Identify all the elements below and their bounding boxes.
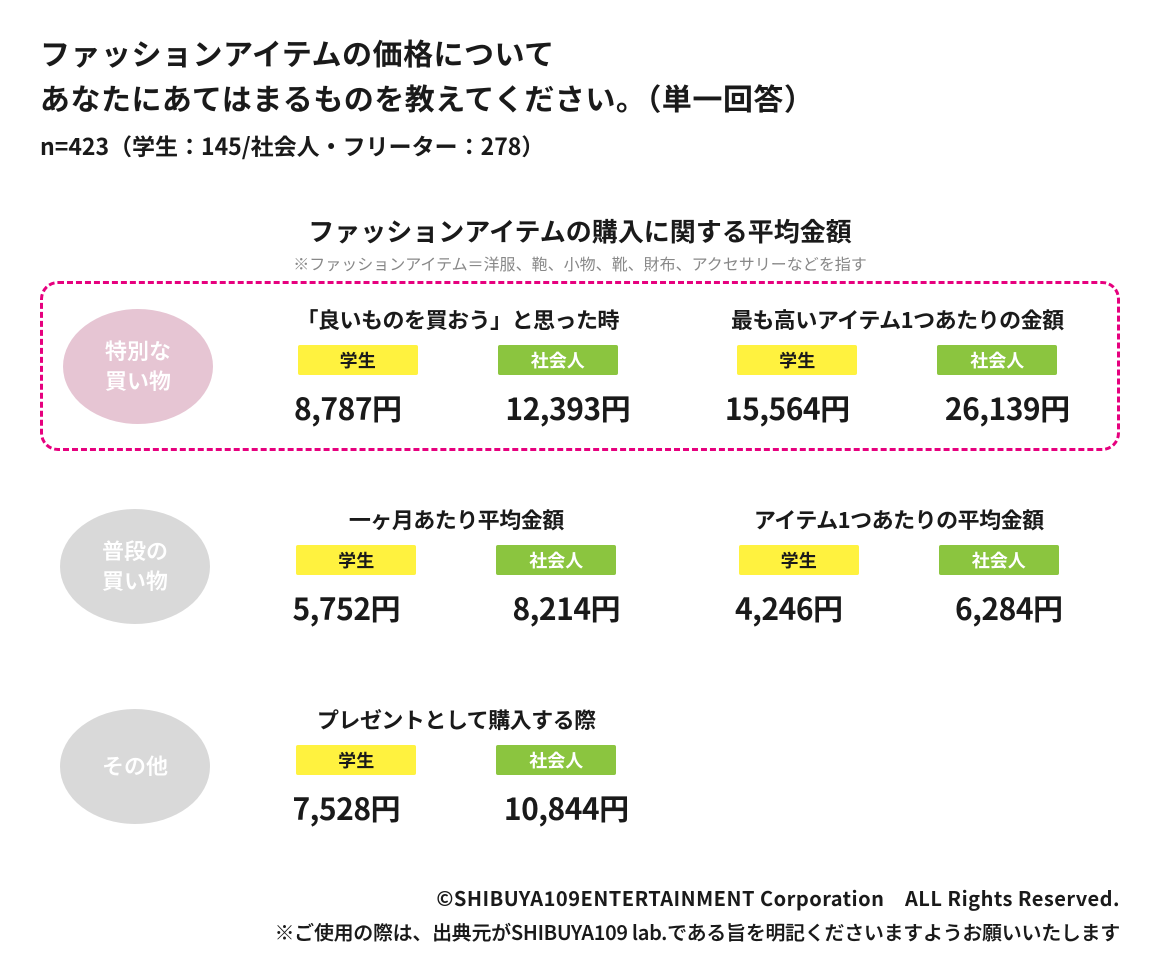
spacer-column [678, 703, 1121, 829]
columns: 「良いものを買おう」と思った時学生社会人8,787円12,393円最も高いアイテ… [238, 303, 1117, 429]
category-label-line: その他 [102, 751, 168, 781]
row-normal: 普段の買い物一ヶ月あたり平均金額学生社会人5,752円8,214円アイテム1つあ… [40, 481, 1120, 651]
value-student: 4,246円 [699, 585, 879, 629]
tag-student: 学生 [737, 345, 857, 375]
value-worker: 8,214円 [476, 585, 656, 629]
column-title: 「良いものを買おう」と思った時 [248, 303, 668, 335]
value-row: 4,246円 6,284円 [688, 585, 1111, 629]
column-title: アイテム1つあたりの平均金額 [688, 503, 1111, 535]
value-row: 8,787円 12,393円 [248, 385, 668, 429]
tag-row: 学生 社会人 [688, 545, 1111, 575]
data-column: 一ヶ月あたり平均金額学生 社会人 5,752円 8,214円 [235, 503, 678, 629]
tag-row: 学生 社会人 [245, 745, 668, 775]
category-label-line: 特別な [105, 336, 171, 366]
sample-size: n=423（学生：145/社会人・フリーター：278） [40, 128, 1120, 162]
value-student: 7,528円 [256, 785, 436, 829]
data-column: 「良いものを買おう」と思った時学生 社会人 8,787円 12,393円 [238, 303, 678, 429]
columns: 一ヶ月あたり平均金額学生社会人5,752円8,214円アイテム1つあたりの平均金… [235, 503, 1120, 629]
section-title: ファッションアイテムの購入に関する平均金額 [40, 212, 1120, 249]
value-worker: 6,284円 [919, 585, 1099, 629]
usage-note: ※ご使用の際は、出典元がSHIBUYA109 lab.である旨を明記くださいます… [40, 915, 1120, 949]
page-title-line2: あなたにあてはまるものを教えてください。（単一回答） [40, 75, 1120, 120]
data-rows: 特別な買い物「良いものを買おう」と思った時学生社会人8,787円12,393円最… [40, 281, 1120, 851]
tag-student: 学生 [298, 345, 418, 375]
value-student: 15,564円 [697, 385, 877, 429]
tag-worker: 社会人 [939, 545, 1059, 575]
row-other: その他 プレゼントとして購入する際学生 社会人 7,528円 10,844円 [40, 681, 1120, 851]
tag-worker: 社会人 [498, 345, 618, 375]
category-badge-normal: 普段の買い物 [60, 509, 210, 624]
category-badge-special: 特別な買い物 [63, 309, 213, 424]
value-worker: 26,139円 [917, 385, 1097, 429]
page-title-line1: ファッションアイテムの価格について [40, 30, 1120, 75]
tag-student: 学生 [296, 745, 416, 775]
column-title: プレゼントとして購入する際 [245, 703, 668, 735]
category-label-line: 普段の [102, 536, 168, 566]
columns: プレゼントとして購入する際学生 社会人 7,528円 10,844円 [235, 703, 1120, 829]
category-badge-other: その他 [60, 709, 210, 824]
value-student: 8,787円 [258, 385, 438, 429]
data-column: アイテム1つあたりの平均金額学生 社会人 4,246円 6,284円 [678, 503, 1121, 629]
value-row: 5,752円 8,214円 [245, 585, 668, 629]
category-label-line: 買い物 [102, 566, 168, 596]
category-label-line: 買い物 [105, 366, 171, 396]
data-column: 最も高いアイテム1つあたりの金額学生 社会人 15,564円 26,139円 [678, 303, 1118, 429]
row-special: 特別な買い物「良いものを買おう」と思った時学生社会人8,787円12,393円最… [40, 281, 1120, 451]
tag-worker: 社会人 [496, 545, 616, 575]
data-column: プレゼントとして購入する際学生 社会人 7,528円 10,844円 [235, 703, 678, 829]
tag-worker: 社会人 [496, 745, 616, 775]
tag-row: 学生 社会人 [245, 545, 668, 575]
tag-worker: 社会人 [937, 345, 1057, 375]
column-title: 一ヶ月あたり平均金額 [245, 503, 668, 535]
section-note: ※ファッションアイテム＝洋服、鞄、小物、靴、財布、アクセサリーなどを指す [40, 251, 1120, 275]
header: ファッションアイテムの価格について あなたにあてはまるものを教えてください。（単… [40, 30, 1120, 162]
value-row: 15,564円 26,139円 [688, 385, 1108, 429]
copyright: ©SHIBUYA109ENTERTAINMENT Corporation ALL… [40, 881, 1120, 915]
column-title: 最も高いアイテム1つあたりの金額 [688, 303, 1108, 335]
tag-student: 学生 [739, 545, 859, 575]
footer: ©SHIBUYA109ENTERTAINMENT Corporation ALL… [40, 881, 1120, 949]
value-worker: 12,393円 [478, 385, 658, 429]
value-student: 5,752円 [256, 585, 436, 629]
tag-student: 学生 [296, 545, 416, 575]
value-worker: 10,844円 [476, 785, 656, 829]
tag-row: 学生 社会人 [248, 345, 668, 375]
tag-row: 学生 社会人 [688, 345, 1108, 375]
value-row: 7,528円 10,844円 [245, 785, 668, 829]
